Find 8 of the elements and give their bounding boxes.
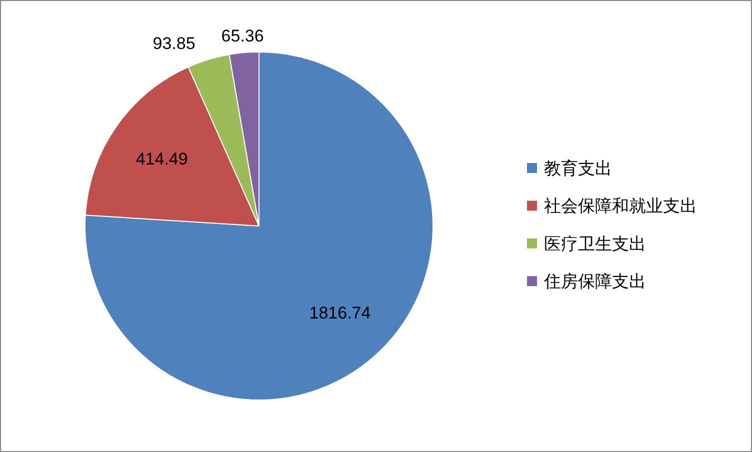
- data-label: 65.36: [221, 26, 264, 46]
- legend-label: 住房保障支出: [543, 272, 646, 292]
- legend-label: 医疗卫生支出: [544, 234, 646, 254]
- legend-label: 教育支出: [544, 159, 612, 178]
- data-label: 414.49: [136, 149, 188, 168]
- legend-label: 社会保障和就业支出: [544, 196, 697, 216]
- data-label: 1816.74: [309, 303, 371, 322]
- data-label: 93.85: [152, 34, 196, 53]
